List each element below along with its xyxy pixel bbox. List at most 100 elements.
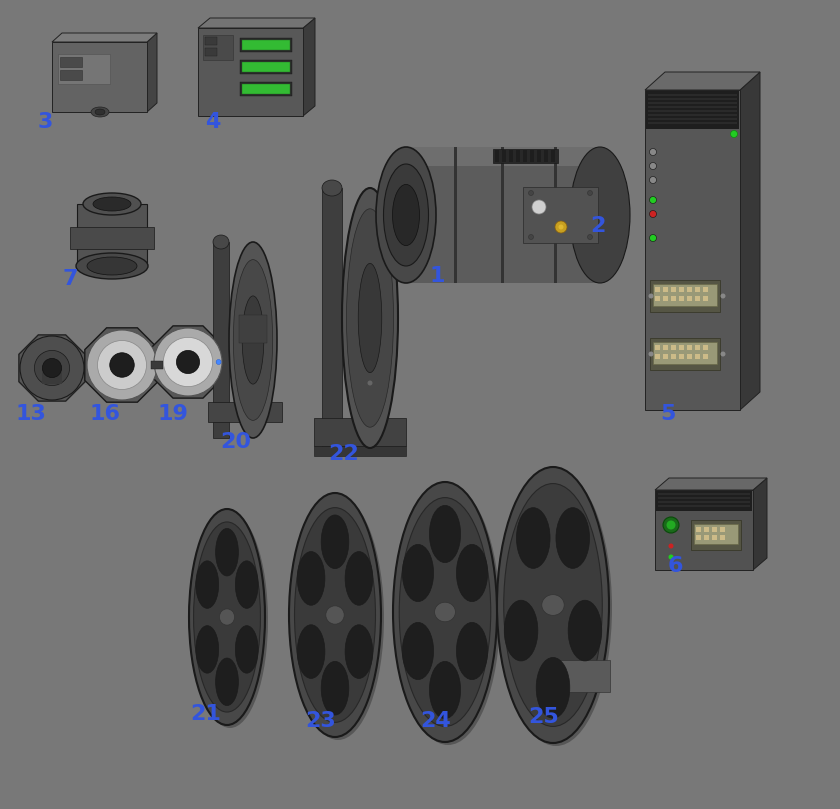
Bar — [712, 527, 717, 532]
Bar — [695, 345, 700, 350]
Polygon shape — [152, 326, 224, 398]
Bar — [205, 37, 217, 45]
Ellipse shape — [731, 130, 738, 138]
Bar — [554, 147, 557, 283]
Ellipse shape — [649, 210, 657, 218]
Bar — [687, 287, 692, 292]
Bar — [691, 520, 741, 550]
Bar — [663, 345, 668, 350]
Ellipse shape — [555, 221, 567, 233]
Ellipse shape — [196, 625, 218, 673]
Ellipse shape — [568, 600, 601, 661]
Text: 16: 16 — [90, 404, 121, 424]
Ellipse shape — [721, 351, 726, 357]
Bar — [656, 491, 752, 511]
Bar — [406, 147, 601, 283]
Ellipse shape — [429, 506, 460, 562]
Bar — [687, 296, 692, 301]
Bar — [523, 150, 527, 162]
Polygon shape — [645, 72, 760, 90]
Ellipse shape — [528, 235, 533, 239]
Bar — [655, 287, 660, 292]
Ellipse shape — [216, 359, 221, 365]
Ellipse shape — [345, 552, 373, 605]
Bar — [516, 150, 520, 162]
Ellipse shape — [399, 498, 491, 726]
Bar — [240, 60, 292, 74]
Ellipse shape — [376, 147, 436, 283]
Ellipse shape — [163, 337, 213, 387]
Text: 21: 21 — [190, 704, 221, 724]
Ellipse shape — [193, 522, 260, 712]
Ellipse shape — [504, 484, 602, 726]
Ellipse shape — [235, 561, 258, 608]
Bar — [523, 187, 598, 243]
Bar — [42, 368, 61, 384]
Bar — [655, 296, 660, 301]
Ellipse shape — [321, 662, 349, 715]
Bar — [679, 354, 684, 359]
Ellipse shape — [34, 350, 70, 386]
Bar — [703, 345, 708, 350]
Bar — [205, 48, 217, 56]
Polygon shape — [753, 478, 767, 570]
Bar — [658, 493, 750, 495]
Bar — [650, 338, 720, 370]
Ellipse shape — [536, 658, 570, 718]
Bar — [77, 204, 147, 266]
Ellipse shape — [497, 467, 609, 743]
Ellipse shape — [393, 482, 497, 742]
Text: 6: 6 — [668, 556, 684, 576]
Bar — [720, 527, 725, 532]
Ellipse shape — [649, 197, 657, 204]
Bar — [663, 296, 668, 301]
Ellipse shape — [368, 380, 372, 386]
Text: 7: 7 — [62, 269, 77, 289]
Bar — [671, 296, 676, 301]
Bar — [240, 82, 292, 96]
Bar — [704, 535, 709, 540]
Bar — [242, 62, 290, 72]
Bar — [544, 150, 548, 162]
Ellipse shape — [396, 485, 500, 745]
Ellipse shape — [669, 544, 674, 549]
Bar — [663, 287, 668, 292]
Bar — [696, 527, 701, 532]
Bar — [242, 84, 290, 94]
Bar — [703, 296, 708, 301]
Ellipse shape — [402, 622, 433, 680]
Text: 20: 20 — [220, 432, 251, 452]
Ellipse shape — [570, 147, 630, 283]
Ellipse shape — [192, 512, 268, 728]
Ellipse shape — [649, 235, 657, 242]
Text: 22: 22 — [328, 444, 359, 464]
Ellipse shape — [384, 164, 428, 266]
Ellipse shape — [97, 341, 146, 389]
Ellipse shape — [326, 606, 344, 625]
Bar — [648, 98, 737, 100]
Ellipse shape — [87, 257, 137, 275]
Bar — [696, 535, 701, 540]
Text: 24: 24 — [420, 711, 451, 731]
Bar — [679, 287, 684, 292]
Ellipse shape — [83, 193, 141, 215]
Ellipse shape — [321, 515, 349, 569]
Bar — [70, 227, 154, 249]
Bar — [645, 90, 740, 410]
Bar — [239, 315, 267, 343]
Bar — [679, 345, 684, 350]
Bar — [648, 94, 737, 96]
Ellipse shape — [295, 507, 375, 722]
Ellipse shape — [234, 260, 273, 421]
Bar — [663, 354, 668, 359]
Ellipse shape — [216, 528, 239, 576]
Ellipse shape — [721, 294, 726, 299]
Ellipse shape — [649, 176, 657, 184]
Polygon shape — [208, 402, 282, 422]
Bar — [671, 345, 676, 350]
Bar — [648, 106, 737, 108]
Ellipse shape — [95, 109, 105, 115]
Bar — [704, 527, 709, 532]
Ellipse shape — [402, 544, 433, 602]
Ellipse shape — [93, 197, 131, 211]
